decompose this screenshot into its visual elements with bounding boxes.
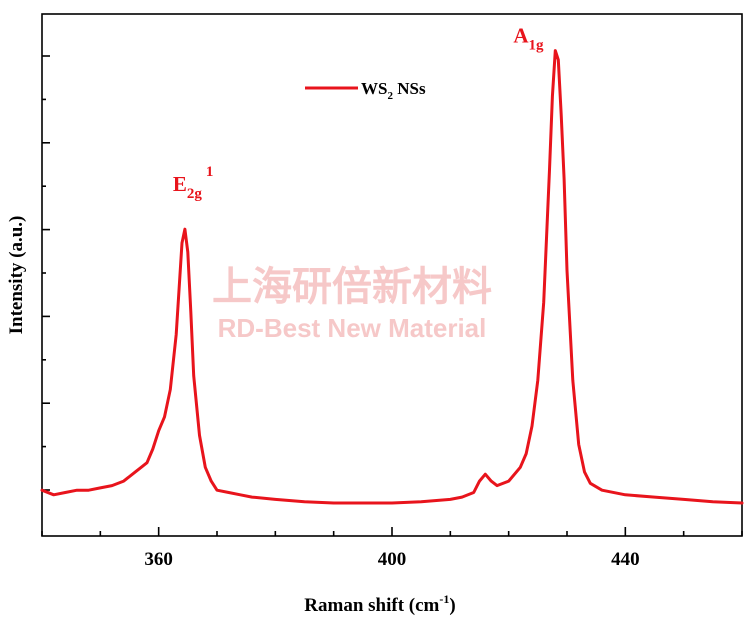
peak-label: E2g1: [173, 164, 214, 202]
series-line-ws2: [40, 49, 744, 505]
watermark-english: RD-Best New Material: [218, 313, 487, 343]
legend-label: WS2 NSs: [361, 79, 426, 102]
watermark-chinese: 上海研倍新材料: [212, 265, 492, 309]
x-tick-labels: 360 400 440: [144, 549, 639, 570]
peak-labels: E2g1 A1g: [173, 24, 544, 203]
axis-ticks: [41, 55, 743, 536]
peak-label: A1g: [513, 24, 544, 54]
x-axis-label: Raman shift (cm-1): [304, 592, 455, 616]
x-tick-label: 400: [378, 549, 407, 570]
x-tick-label: 440: [611, 549, 640, 570]
legend: WS2 NSs: [305, 79, 426, 102]
watermark: 上海研倍新材料 RD-Best New Material: [212, 265, 492, 343]
x-tick-label: 360: [144, 549, 173, 570]
y-axis-label: Intensity (a.u.): [6, 216, 27, 335]
